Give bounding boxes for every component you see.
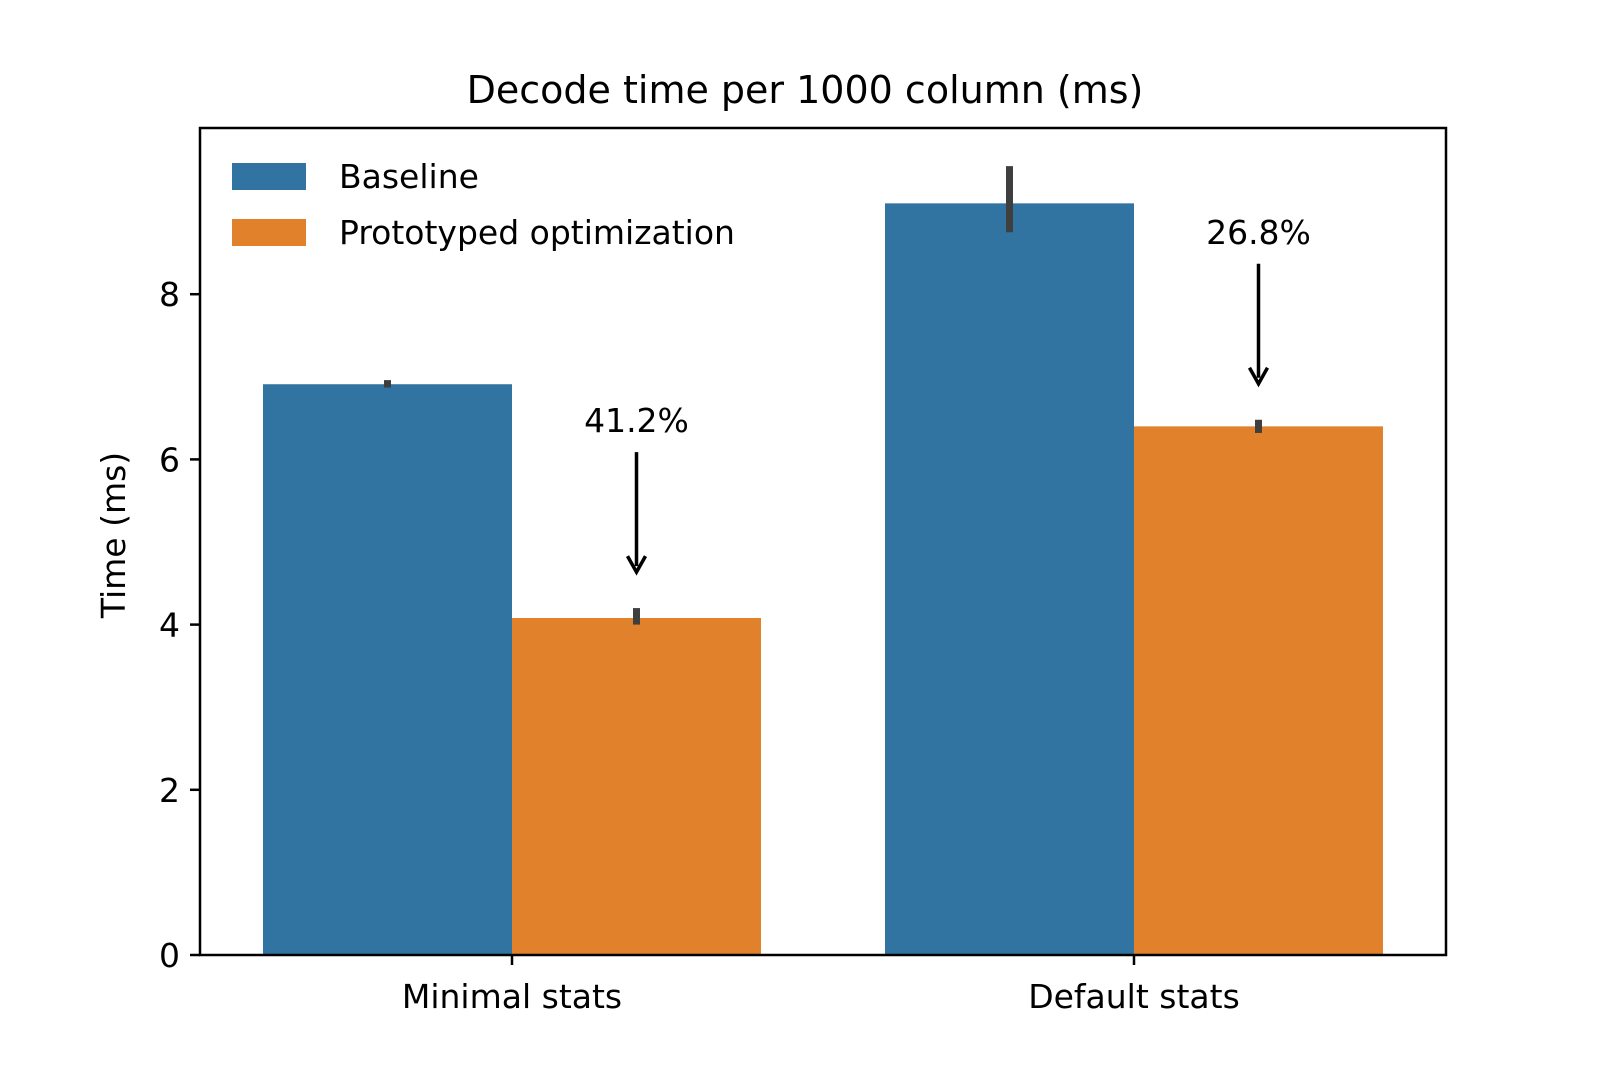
annotation-arrow-head-1 [625, 555, 648, 576]
y-tick-label-8: 8 [159, 275, 180, 314]
bar-baseline-default-stats [885, 203, 1134, 956]
legend: Baseline Prototyped optimization [232, 157, 735, 252]
y-tick-label-2: 2 [159, 771, 180, 810]
legend-swatch-baseline [232, 163, 306, 190]
legend-label-prototyped-optimization: Prototyped optimization [339, 213, 735, 252]
bar-prototyped-optimization-default-stats [1134, 426, 1383, 955]
bar-prototyped-optimization-minimal-stats [512, 617, 761, 955]
plot-frame [198, 126, 1448, 957]
annotations-layer: 41.2% 26.8% [584, 213, 1311, 576]
x-tick-label-minimal-stats: Minimal stats [402, 977, 622, 1016]
y-tick-label-0: 0 [159, 936, 180, 975]
legend-swatch-prototyped-optimization [232, 219, 306, 246]
x-tick-label-default-stats: Default stats [1028, 977, 1240, 1016]
y-tick-label-6: 6 [159, 440, 180, 479]
bars-layer [263, 203, 1383, 956]
annotation-label-2: 26.8% [1206, 213, 1311, 252]
error-bars-layer [384, 166, 1262, 625]
y-tick-label-4: 4 [159, 606, 180, 645]
bar-baseline-minimal-stats [263, 384, 512, 955]
annotation-label-1: 41.2% [584, 401, 689, 440]
legend-label-baseline: Baseline [339, 157, 479, 196]
annotation-arrow-head-2 [1247, 366, 1270, 388]
axes-layer: 0 2 4 6 8 Minimal stats Default stats [159, 126, 1448, 1016]
chart-title: Decode time per 1000 column (ms) [467, 68, 1144, 112]
y-axis-label: Time (ms) [94, 452, 133, 619]
